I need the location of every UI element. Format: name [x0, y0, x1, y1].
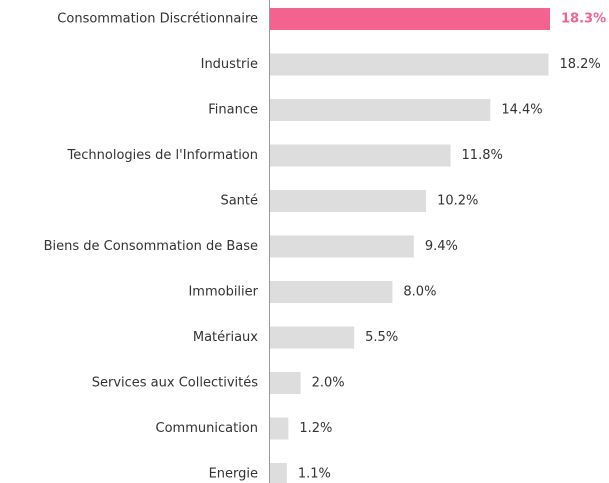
bar [270, 281, 393, 303]
value-label: 9.4% [425, 239, 458, 254]
value-label: 1.1% [298, 467, 331, 482]
bar [270, 8, 550, 30]
category-label: Immobilier [188, 285, 258, 300]
value-label: 18.3% [561, 12, 606, 27]
category-label: Biens de Consommation de Base [44, 239, 258, 254]
bar [270, 326, 355, 349]
bar [270, 463, 287, 483]
value-label: 1.2% [299, 421, 332, 436]
category-label: Industrie [201, 57, 258, 72]
bar [270, 53, 549, 76]
category-label: Communication [156, 421, 258, 436]
bar [270, 144, 451, 167]
bar [270, 190, 427, 212]
value-label: 8.0% [403, 285, 436, 300]
category-label: Energie [209, 467, 258, 482]
category-label: Services aux Collectivités [92, 376, 258, 391]
bar [270, 235, 414, 258]
value-label: 11.8% [462, 148, 503, 163]
bar [270, 99, 491, 121]
value-label: 14.4% [501, 103, 542, 118]
category-label: Technologies de l'Information [67, 148, 258, 163]
bar [270, 372, 301, 394]
value-label: 5.5% [365, 330, 398, 345]
value-label: 18.2% [559, 57, 600, 72]
category-label: Matériaux [193, 330, 258, 345]
value-label: 10.2% [437, 194, 478, 209]
bar [270, 417, 289, 440]
value-label: 2.0% [312, 376, 345, 391]
category-label: Santé [220, 194, 258, 209]
category-label: Consommation Discrétionnaire [57, 12, 258, 27]
category-label: Finance [208, 103, 258, 118]
